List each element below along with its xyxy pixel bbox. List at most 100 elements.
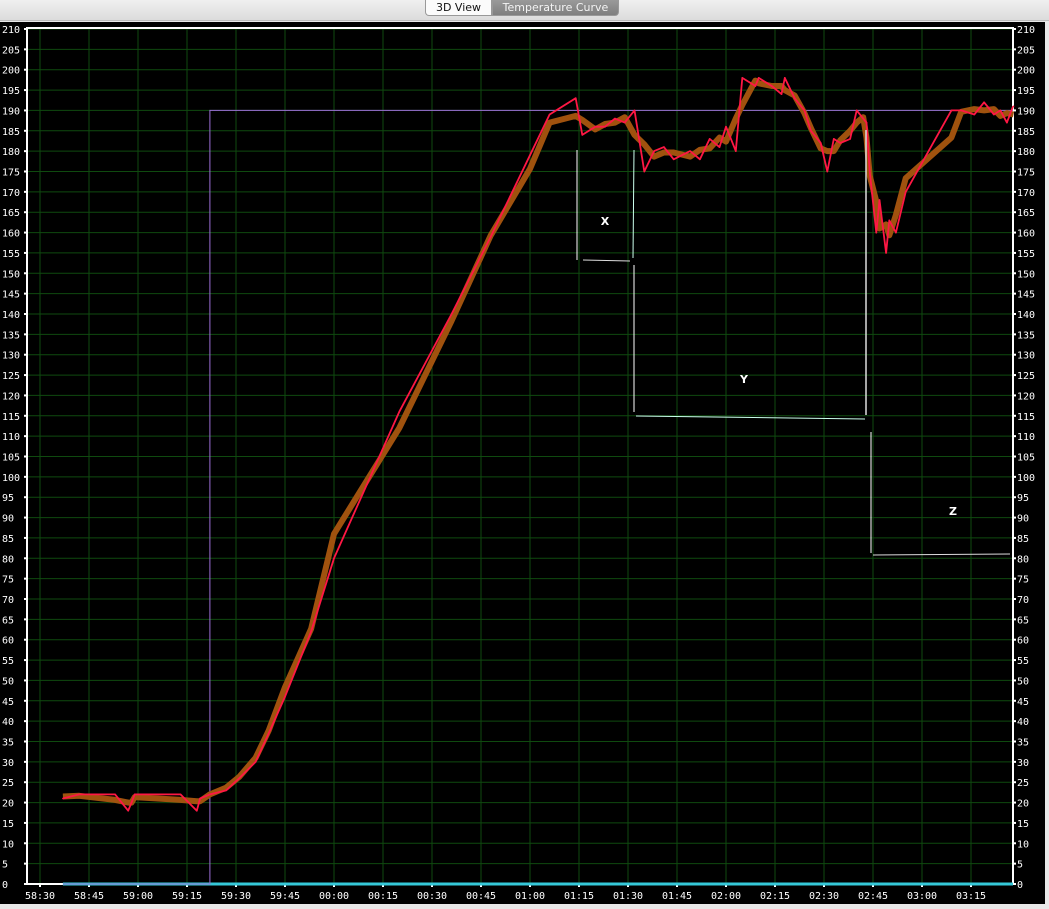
- measured-point: [196, 809, 198, 812]
- x-tick-label: 59:45: [270, 891, 300, 902]
- y-tick-label-left: 180: [2, 147, 20, 158]
- y-tick-label-left: 0: [2, 880, 8, 891]
- y-tick-label-left: 175: [2, 168, 20, 179]
- x-tick-label: 02:45: [858, 891, 888, 902]
- measured-point: [663, 146, 665, 148]
- y-tick-label-right: 95: [1017, 493, 1029, 504]
- measured-point: [960, 109, 962, 112]
- measured-point: [826, 170, 829, 173]
- measured-point: [672, 158, 675, 161]
- measured-point: [862, 117, 864, 120]
- x-tick-label: 59:00: [123, 891, 153, 902]
- y-tick-label-left: 200: [2, 66, 20, 77]
- y-tick-label-right: 125: [1017, 371, 1035, 382]
- y-tick-label-left: 135: [2, 330, 20, 341]
- measured-point: [310, 630, 312, 633]
- y-tick-label-left: 50: [2, 676, 14, 687]
- y-tick-label-right: 55: [1017, 656, 1029, 667]
- y-tick-label-left: 195: [2, 86, 20, 97]
- y-tick-label-left: 115: [2, 412, 20, 423]
- y-tick-label-left: 185: [2, 127, 20, 138]
- y-tick-label-right: 75: [1017, 575, 1029, 586]
- measured-point: [490, 235, 492, 238]
- measured-point: [225, 789, 227, 792]
- y-tick-label-left: 155: [2, 249, 20, 260]
- temperature-chart: 0 0 5 5 10 10 15 15 20 20 25 25 30 30 35 35 40 40 45 45 50 50…: [0, 22, 1045, 904]
- measured-point: [793, 97, 796, 100]
- annotation-z: Z: [870, 432, 1011, 556]
- tab-temperature-curve[interactable]: Temperature Curve: [492, 0, 619, 16]
- measured-point: [888, 219, 891, 222]
- x-tick-label: 03:15: [956, 891, 986, 902]
- y-tick-label-left: 190: [2, 106, 20, 117]
- y-tick-label-right: 135: [1017, 330, 1035, 341]
- y-tick-label-right: 60: [1017, 636, 1029, 647]
- y-tick-label-right: 145: [1017, 290, 1035, 301]
- measured-point: [878, 199, 881, 201]
- x-tick-label: 01:45: [662, 891, 692, 902]
- grid: [27, 28, 1013, 885]
- y-tick-label-right: 210: [1017, 25, 1035, 36]
- y-tick-label-left: 15: [2, 819, 14, 830]
- y-tick-label-right: 50: [1017, 676, 1029, 687]
- tab-bar: 3D View Temperature Curve: [0, 0, 1049, 21]
- measured-point: [62, 797, 64, 800]
- measured-point: [741, 77, 744, 79]
- measured-point: [594, 125, 597, 128]
- y-tick-label-right: 105: [1017, 453, 1035, 464]
- annotation-z-label: Z: [949, 505, 957, 518]
- x-tick-label: 01:30: [613, 891, 643, 902]
- y-tick-label-left: 65: [2, 615, 14, 626]
- y-tick-label-right: 170: [1017, 188, 1035, 199]
- measured-point: [333, 557, 335, 560]
- measured-point: [754, 85, 757, 87]
- y-tick-label-right: 110: [1017, 432, 1035, 443]
- y-tick-label-right: 85: [1017, 534, 1029, 545]
- y-tick-label-left: 85: [2, 534, 14, 545]
- measured-point: [114, 793, 116, 796]
- measured-point: [254, 761, 257, 763]
- target-temperature-line: [62, 109, 1013, 885]
- measured-point: [983, 101, 985, 104]
- measured-point: [548, 113, 551, 116]
- x-tick-label: 59:15: [172, 891, 202, 902]
- y-tick-label-right: 120: [1017, 391, 1035, 402]
- y-tick-label-left: 95: [2, 493, 14, 504]
- y-tick-label-left: 45: [2, 697, 14, 708]
- tab-3d-view[interactable]: 3D View: [425, 0, 492, 16]
- y-tick-label-right: 150: [1017, 269, 1035, 280]
- measured-point: [209, 793, 211, 796]
- measured-point: [689, 150, 691, 152]
- y-tick-label-right: 15: [1017, 819, 1029, 830]
- y-tick-label-right: 115: [1017, 412, 1035, 423]
- x-tick-label: 00:00: [319, 891, 349, 902]
- measured-point: [819, 142, 822, 144]
- y-tick-label-left: 55: [2, 656, 14, 667]
- y-tick-label-left: 35: [2, 738, 14, 749]
- y-tick-label-right: 90: [1017, 514, 1029, 525]
- measured-point: [855, 109, 858, 112]
- measured-point: [868, 170, 871, 173]
- y-tick-label-left: 160: [2, 229, 20, 240]
- measured-point: [708, 138, 711, 140]
- y-tick-label-left: 100: [2, 473, 20, 484]
- x-tick-label: 00:30: [417, 891, 447, 902]
- measured-point: [839, 142, 842, 144]
- measured-point: [904, 191, 907, 193]
- y-tick-label-right: 5: [1017, 860, 1023, 871]
- y-tick-label-right: 35: [1017, 738, 1029, 749]
- measured-point: [784, 77, 786, 79]
- y-tick-label-right: 165: [1017, 208, 1035, 219]
- measured-point: [735, 150, 737, 152]
- y-tick-label-left: 125: [2, 371, 20, 382]
- y-tick-label-right: 205: [1017, 45, 1035, 56]
- y-tick-label-left: 25: [2, 778, 14, 789]
- measured-point: [238, 777, 241, 779]
- measured-point: [653, 150, 655, 152]
- y-tick-label-left: 205: [2, 45, 20, 56]
- y-tick-label-left: 170: [2, 188, 20, 199]
- measured-point: [950, 109, 953, 112]
- measured-point: [725, 125, 727, 128]
- measured-point: [614, 117, 616, 120]
- y-tick-label-right: 195: [1017, 86, 1035, 97]
